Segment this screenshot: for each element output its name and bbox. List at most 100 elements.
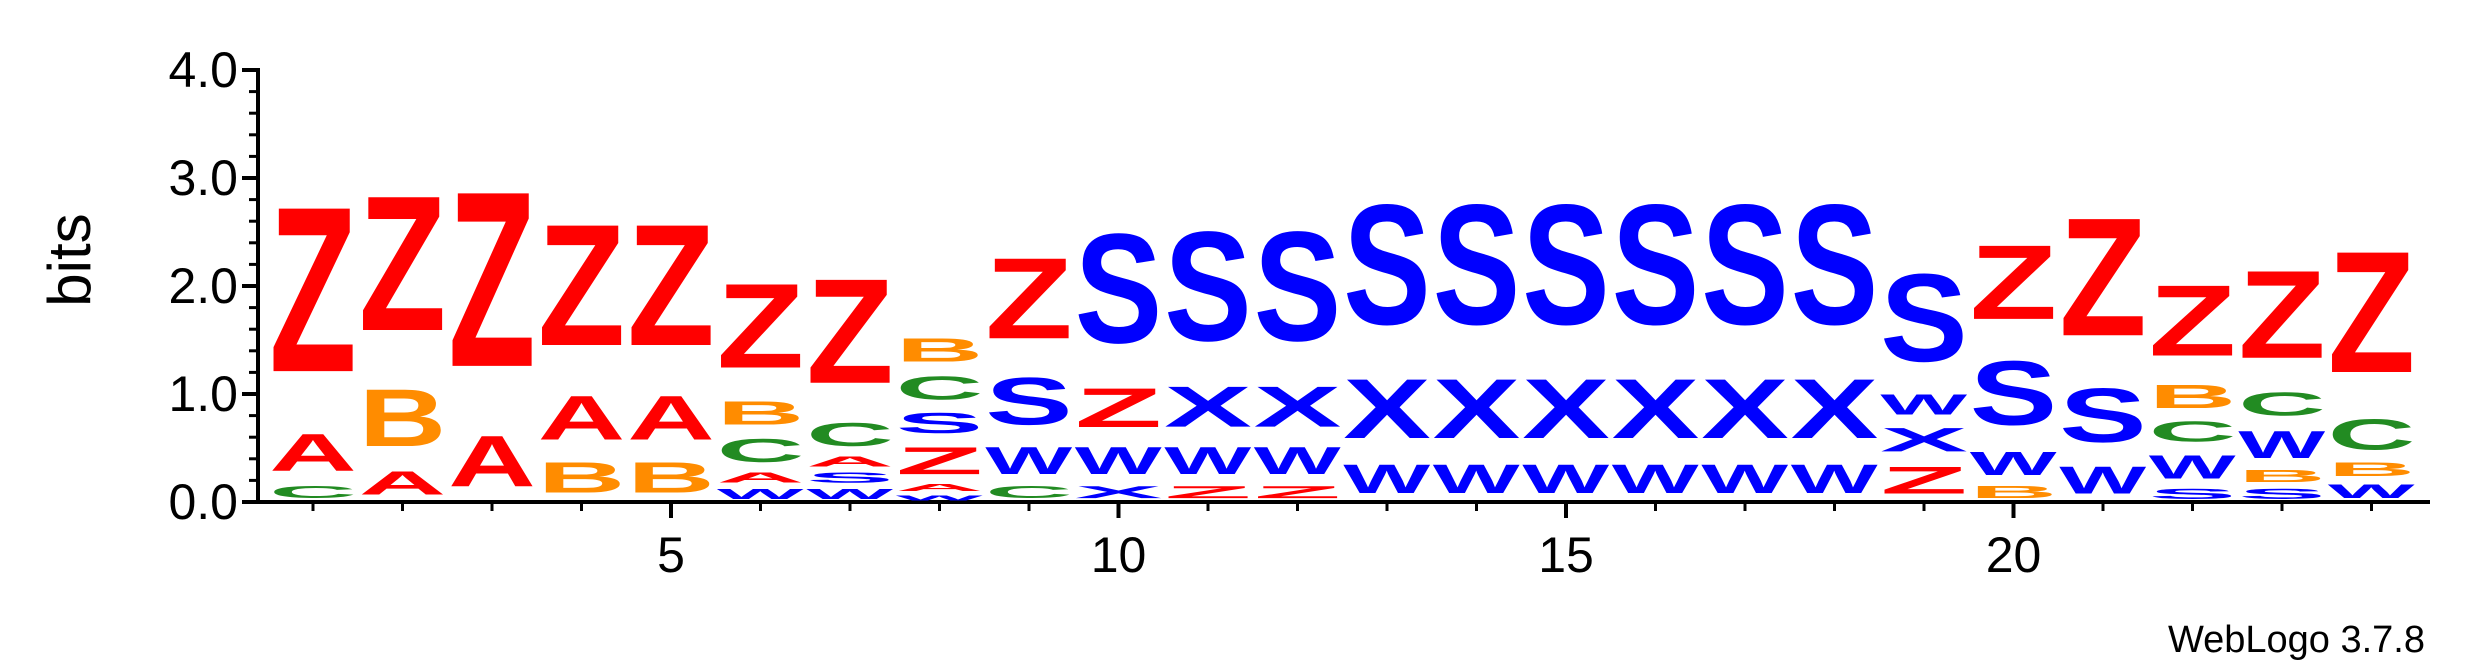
logo-letter: B — [1970, 483, 2057, 502]
logo-letter: C — [806, 415, 893, 453]
logo-letter: W — [1433, 457, 1521, 502]
logo-letter: X — [1880, 421, 1968, 459]
logo-letter: W — [2328, 481, 2415, 502]
logo-column: WSZ — [2059, 183, 2146, 501]
logo-letter: S — [1970, 342, 2058, 444]
logo-letter: W — [1164, 439, 1251, 482]
logo-column: BAZ — [538, 188, 625, 502]
logo-column: ABZ — [359, 155, 447, 502]
logo-letter: W — [1522, 457, 1610, 502]
logo-letter: B — [896, 331, 983, 369]
y-tick-label: 2.0 — [168, 258, 238, 314]
logo-letter: C — [269, 483, 356, 502]
logo-column: WXS — [1522, 170, 1610, 502]
logo-letter: C — [2238, 385, 2325, 423]
logo-letter: B — [538, 454, 625, 502]
logo-letter: Z — [2059, 183, 2146, 372]
logo-letter: C — [2328, 411, 2415, 459]
logo-letter: W — [985, 439, 1072, 482]
logo-letter: Z — [1075, 377, 1162, 439]
logo-letter: B — [717, 394, 804, 432]
logo-letter: Z — [896, 440, 983, 483]
logo-letter: Z — [269, 158, 356, 422]
logo-column: AZ — [448, 140, 536, 502]
logo-letter: W — [1612, 457, 1700, 502]
logo-letter: W — [1701, 457, 1789, 502]
logo-letter: W — [1970, 444, 2058, 482]
x-tick-label: 15 — [1538, 527, 1594, 583]
logo-letter: S — [1433, 170, 1520, 361]
logo-letter: A — [627, 384, 714, 454]
logo-letter: Z — [2149, 265, 2236, 378]
logo-column: WXS — [1433, 170, 1521, 502]
logo-column: WXS — [1791, 170, 1879, 502]
logo-letter: S — [1075, 200, 1163, 375]
logo-letter: Z — [448, 140, 535, 420]
logo-letter: Z — [538, 188, 625, 382]
logo-letter: S — [2059, 372, 2146, 458]
logo-letter: W — [1343, 457, 1431, 502]
x-tick-label: 20 — [1986, 527, 2042, 583]
logo-letter: A — [806, 454, 894, 470]
logo-letter: S — [896, 407, 983, 439]
logo-letter: Z — [627, 188, 714, 382]
logo-letter: A — [269, 423, 357, 483]
logo-letter: Z — [1970, 223, 2057, 342]
logo-letter: X — [1164, 375, 1251, 439]
logo-letter: A — [896, 483, 983, 494]
logo-letter: W — [1880, 389, 1968, 421]
logo-letter: C — [717, 431, 804, 469]
logo-letter: Z — [2328, 215, 2415, 409]
logo-letter: B — [359, 372, 447, 464]
logo-column: BAZ — [627, 188, 714, 502]
y-tick-label: 3.0 — [168, 150, 238, 206]
logo-column: WXS — [1701, 170, 1789, 502]
y-axis: 0.0 1.0 2.0 3.0 4.0 — [168, 42, 260, 530]
logo-letter: B — [2149, 377, 2236, 415]
logo-letter: Z — [985, 233, 1072, 363]
logo-letter: S — [1880, 249, 1967, 389]
logo-letter: X — [1522, 362, 1609, 456]
logo-letter: S — [985, 364, 1072, 439]
logo-column: WXS — [1612, 170, 1700, 502]
x-tick-label: 10 — [1091, 527, 1147, 583]
logo-letter: S — [1522, 170, 1609, 361]
logo-letter: W — [1254, 439, 1341, 482]
y-tick-label: 0.0 — [168, 474, 238, 530]
logo-letter: W — [2149, 448, 2237, 486]
logo-letter: S — [1343, 170, 1430, 361]
x-tick-label: 5 — [657, 527, 685, 583]
y-axis-title: bits — [36, 213, 103, 306]
logo-letter: X — [1254, 375, 1341, 439]
logo-letter: W — [1791, 457, 1879, 502]
logo-stacks: CAZABZAZBAZBAZWACBZWSACZWAZSCBCWSZXWZSZW… — [269, 140, 2415, 502]
logo-letter: Z — [359, 155, 446, 371]
logo-letter: W — [717, 486, 805, 502]
logo-letter: Z — [2238, 244, 2325, 385]
logo-letter: A — [538, 384, 625, 454]
logo-letter: X — [1701, 362, 1788, 456]
logo-letter: Z — [1880, 459, 1967, 502]
logo-letter: S — [2238, 486, 2325, 502]
logo-letter: A — [448, 422, 536, 502]
logo-letter: Z — [806, 248, 893, 415]
logo-letter: C — [2149, 415, 2236, 448]
logo-letter: W — [2238, 423, 2325, 466]
logo-letter: S — [1791, 170, 1878, 361]
logo-letter: S — [1701, 170, 1788, 361]
y-tick-label: 4.0 — [168, 42, 238, 98]
logo-letter: Z — [1254, 483, 1341, 502]
logo-column: CAZ — [269, 158, 357, 502]
x-axis: 5 10 15 20 — [256, 500, 2430, 583]
logo-letter: X — [1075, 482, 1162, 501]
